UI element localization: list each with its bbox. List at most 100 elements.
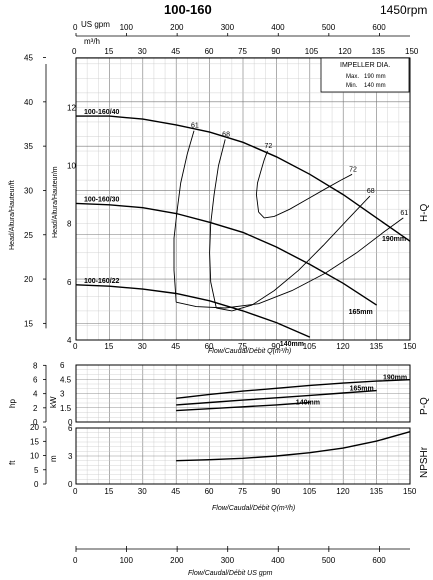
npsh-x-tick-label: 75 bbox=[238, 487, 247, 496]
npsh-x-tick-label: 15 bbox=[104, 487, 113, 496]
top-usgpm-tick-label: 300 bbox=[221, 23, 235, 32]
npsh-curve bbox=[176, 431, 411, 462]
hq-m-tick-label: 4 bbox=[67, 336, 72, 345]
hq-m-tick-label: 6 bbox=[67, 278, 72, 287]
npsh-x-tick-label: 90 bbox=[271, 487, 280, 496]
hq-curve-140mm bbox=[75, 284, 311, 338]
hq-x-tick-label: 60 bbox=[205, 342, 214, 351]
hq-m-tick-label: 12 bbox=[67, 103, 76, 112]
efficiency-curve bbox=[176, 217, 404, 309]
efficiency-label: 72 bbox=[264, 143, 272, 150]
hq-labels: Flow/Caudal/Débit Q(m³/h) Head/Altura/Ha… bbox=[9, 166, 430, 355]
pq-kw-tick-label: 4.5 bbox=[60, 375, 72, 384]
hq-x-tick-label: 150 bbox=[403, 342, 417, 351]
impeller-legend-box: IMPELLER DIA. Max. 190 mm Min. 140 mm bbox=[320, 57, 410, 93]
hq-x-tick-label: 0 bbox=[73, 342, 78, 351]
efficiency-curve bbox=[173, 130, 195, 303]
impeller-max-label: Max. bbox=[346, 74, 359, 80]
top-usgpm-tick-label: 600 bbox=[372, 23, 386, 32]
bottom-usgpm-tick-label: 300 bbox=[221, 556, 235, 565]
bottom-axis-label: Flow/Caudal/Débit US gpm bbox=[188, 570, 273, 577]
bottom-usgpm-tick-label: 500 bbox=[322, 556, 336, 565]
top-usgpm-ticks: 0 100 200 300 400 500 600 bbox=[73, 23, 410, 37]
top-m3h-tick-label: 120 bbox=[338, 47, 352, 56]
top-m3h-tick-label: 150 bbox=[405, 47, 419, 56]
npsh-curves bbox=[176, 431, 411, 462]
hq-curves: 100-160/40 190mm 100-160/30 165mm 100-160/22… bbox=[75, 109, 411, 348]
npsh-x-tick-label: 135 bbox=[370, 487, 384, 496]
pq-curve-190mm bbox=[176, 379, 411, 399]
hq-curve-end-label: 165mm bbox=[349, 309, 373, 316]
hq-ft-tick-label: 45 bbox=[24, 54, 33, 63]
hq-ft-tick-label: 25 bbox=[24, 231, 33, 240]
bottom-usgpm-axis: Flow/Caudal/Débit US gpm 0 100 200 300 400 50… bbox=[73, 546, 410, 577]
hq-ft-tick-label: 15 bbox=[24, 319, 33, 328]
pq-kw-tick-label: 1.5 bbox=[60, 404, 72, 413]
npsh-labels: Flow/Caudal/Débit Q(m³/h) ft m NPSHr bbox=[8, 446, 430, 512]
npsh-grid bbox=[75, 428, 411, 484]
pq-hp-tick-label: 0 bbox=[33, 418, 38, 427]
pq-axes: 0 1.5 3 4.5 6 0 2 4 6 8 bbox=[33, 361, 411, 427]
hq-curve-name: 100-160/22 bbox=[84, 278, 120, 285]
top-axes: US gpm m³/h bbox=[81, 20, 110, 46]
pq-kw-tick-label: 0 bbox=[68, 418, 73, 427]
npsh-ft-tick-label: 0 bbox=[34, 480, 39, 489]
efficiency-label: 61 bbox=[400, 210, 408, 217]
npsh-ft-tick-label: 15 bbox=[30, 437, 39, 446]
hq-x-tick-label: 120 bbox=[336, 342, 350, 351]
npsh-ft-tick-label: 20 bbox=[30, 423, 39, 432]
bottom-usgpm-tick-label: 100 bbox=[120, 556, 134, 565]
npsh-x-tick-label: 150 bbox=[403, 487, 417, 496]
hq-x-axis-label: Flow/Caudal/Débit Q(m³/h) bbox=[208, 348, 291, 355]
hq-m-tick-label: 8 bbox=[67, 220, 72, 229]
pq-y-axis-label-kw: kW bbox=[49, 396, 58, 408]
pq-curve-label: 190mm bbox=[383, 375, 407, 382]
top-usgpm-tick-label: 100 bbox=[120, 23, 134, 32]
npsh-x-tick-label: 0 bbox=[73, 487, 78, 496]
hq-x-tick-label: 105 bbox=[303, 342, 317, 351]
hq-curve-165mm bbox=[75, 202, 377, 306]
hq-ft-tick-label: 30 bbox=[24, 186, 33, 195]
top-m3h-tick-label: 15 bbox=[104, 47, 113, 56]
npsh-m-tick-label: 6 bbox=[68, 424, 73, 433]
top-m3h-tick-label: 90 bbox=[271, 47, 280, 56]
efficiency-curve bbox=[216, 195, 371, 312]
top-usgpm-tick-label: 400 bbox=[271, 23, 285, 32]
efficiency-curve bbox=[258, 173, 353, 219]
impeller-min-label: Min. bbox=[346, 83, 358, 89]
pq-kw-tick-label: 6 bbox=[60, 361, 65, 370]
efficiency-curve bbox=[255, 150, 268, 213]
pq-side-label: P-Q bbox=[419, 397, 430, 415]
bottom-usgpm-tick-label: 600 bbox=[372, 556, 386, 565]
npsh-ft-tick-label: 10 bbox=[30, 452, 39, 461]
hq-x-tick-label: 75 bbox=[238, 342, 247, 351]
npsh-ft-tick-label: 5 bbox=[34, 466, 39, 475]
efficiency-label: 68 bbox=[367, 188, 375, 195]
hq-x-tick-label: 90 bbox=[271, 342, 280, 351]
impeller-min-value: 140 mm bbox=[364, 83, 386, 89]
pq-hp-tick-label: 8 bbox=[33, 361, 38, 370]
pq-labels: hp kW P-Q bbox=[8, 396, 430, 415]
top-usgpm-tick-label: 500 bbox=[322, 23, 336, 32]
npsh-x-tick-label: 105 bbox=[303, 487, 317, 496]
npsh-y-axis-label-m: m bbox=[49, 455, 58, 462]
bottom-usgpm-tick-label: 200 bbox=[170, 556, 184, 565]
npsh-y-axis-label-ft: ft bbox=[8, 460, 17, 465]
top-m3h-label: m³/h bbox=[84, 37, 100, 46]
pq-y-axis-label-hp: hp bbox=[8, 399, 17, 408]
efficiency-label: 61 bbox=[191, 123, 199, 130]
top-usgpm-tick-label: 200 bbox=[170, 23, 184, 32]
top-m3h-ticks: 15 30 45 60 75 90 105 120 135 150 0 bbox=[72, 47, 419, 56]
top-m3h-tick-label: 60 bbox=[205, 47, 214, 56]
hq-curve-end-label: 190mm bbox=[382, 236, 406, 243]
hq-x-tick-label: 45 bbox=[171, 342, 180, 351]
bottom-usgpm-tick-label: 0 bbox=[73, 556, 78, 565]
hq-ft-tick-label: 20 bbox=[24, 275, 33, 284]
top-usgpm-tick-label: 0 bbox=[73, 23, 78, 32]
hq-x-tick-label: 135 bbox=[370, 342, 384, 351]
hq-ft-tick-label: 40 bbox=[24, 98, 33, 107]
top-m3h-tick-label: 30 bbox=[138, 47, 147, 56]
pq-hp-tick-label: 4 bbox=[33, 390, 38, 399]
